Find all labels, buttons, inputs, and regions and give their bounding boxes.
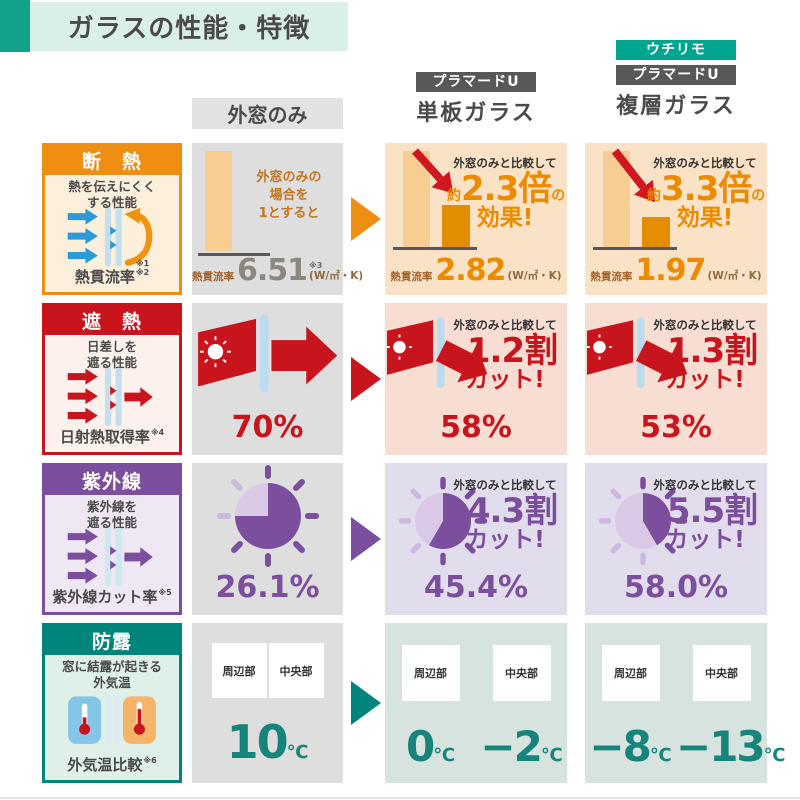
uv-single-cell: 外窓のみと比較して 約4.3割 カット! 45.4%	[385, 463, 567, 615]
zone-labels: 周辺部 中央部	[192, 643, 343, 698]
dew-double-cell: 周辺部 中央部 −8℃ −13℃	[585, 623, 786, 783]
row-metric: 外気温比較※6	[67, 756, 157, 774]
row-description: 紫外線を 遮る性能	[86, 499, 137, 531]
baseline-bar	[205, 151, 232, 251]
uv-double-cell: 外窓のみと比較して 約5.5割 カット! 58.0%	[585, 463, 767, 615]
shade-arrows-icon	[45, 366, 179, 428]
temperature-value-edge: 0℃	[405, 722, 456, 771]
value-percent: 26.1%	[215, 570, 320, 605]
value-percent: 70%	[231, 410, 304, 445]
value-percent: 58.0%	[623, 570, 729, 605]
footnote-mark: ※4	[150, 428, 165, 437]
axis-line	[593, 247, 677, 250]
insulation-double-cell: 外窓のみと比較して 約3.3倍の 効果! 熱貫流率 1.97 (W/㎡・K)	[585, 143, 767, 295]
red-diagonal-arrow-icon	[412, 148, 454, 194]
column-header-baseline: 外窓のみ	[192, 98, 343, 129]
temperature-value: 10℃	[226, 715, 309, 769]
zone-edge-label-box: 周辺部	[585, 645, 676, 701]
title-accent-block	[0, 0, 30, 52]
row-title: 遮 熱	[45, 306, 179, 335]
row-title: 断 熱	[45, 146, 179, 175]
sun-arrow-icon	[387, 317, 488, 389]
footnote-mark: ※5	[158, 588, 172, 597]
row-insulation: 断 熱 熱を伝えにくく する性能 熱貫流率※1 ※	[0, 143, 800, 295]
row-description: 熱を伝えにくく する性能	[68, 179, 156, 211]
sun-arrow-icon	[587, 317, 688, 389]
footnote-mark: ※1 ※2	[135, 258, 150, 277]
row-metric: 熱貫流率※1 ※2	[74, 258, 150, 286]
plamado-u-badge: プラマードU	[416, 72, 536, 92]
row-uv: 紫外線 紫外線を 遮る性能 紫外線カット率※5	[0, 463, 800, 615]
row-title: 紫外線	[45, 466, 179, 495]
comparison-text: 外窓のみと比較して 約4.3割 カット!	[452, 478, 558, 553]
row-description: 日差しを 遮る性能	[86, 339, 137, 371]
flow-arrow-icon	[351, 197, 381, 241]
baseline-note: 外窓のみの 場合を 1とすると	[256, 170, 322, 222]
shade-double-cell: 外窓のみと比較して 約1.3割 カット! 53%	[585, 303, 767, 455]
insulation-arrows-icon	[45, 206, 179, 268]
comparison-text: 外窓のみと比較して 約3.3倍の 効果!	[647, 156, 766, 231]
row-metric: 紫外線カット率※5	[52, 588, 172, 606]
column-header-double: ウチリモ プラマードU 複層ガラス	[585, 40, 767, 120]
axis-line	[393, 247, 477, 250]
dew-label-box: 防露 窓に結露が起きる 外気温 外気温比較※6	[42, 623, 182, 783]
value-percent: 58%	[440, 410, 512, 445]
zone-center-label-box: 中央部	[476, 645, 567, 701]
footnote-mark: ※3	[309, 261, 323, 270]
zone-center-label-box: 中央部	[676, 645, 767, 701]
dew-single-cell: 周辺部 中央部 0℃ −2℃	[385, 623, 567, 783]
metric-readout: 熱貫流率 6.51 ※3 (W/㎡・K)	[192, 253, 364, 288]
uv-arrows-icon	[45, 526, 179, 588]
shade-single-cell: 外窓のみと比較して 約1.2割 カット! 58%	[385, 303, 567, 455]
shade-baseline-cell: 70%	[192, 303, 343, 455]
zone-edge-label-box: 周辺部	[385, 645, 476, 701]
bottom-divider	[0, 797, 800, 799]
temperature-value-center: −13℃	[676, 722, 786, 771]
temperature-value-center: −2℃	[480, 722, 563, 771]
dew-baseline-cell: 周辺部 中央部 10℃	[192, 623, 343, 783]
row-shade: 遮 熱 日差しを 遮る性能 日射熱取得率※4	[0, 303, 800, 455]
temperature-value-edge: −8℃	[589, 722, 672, 771]
sun-arrow-icon	[198, 315, 338, 393]
row-description: 窓に結露が起きる 外気温	[62, 659, 162, 691]
comparison-text: 外窓のみと比較して 約5.5割 カット!	[652, 478, 758, 553]
flow-arrow-icon	[351, 357, 381, 401]
comparison-text: 外窓のみと比較して 約1.2割 カット!	[452, 318, 558, 393]
plamado-u-badge: プラマードU	[616, 65, 736, 85]
uv-label-box: 紫外線 紫外線を 遮る性能 紫外線カット率※5	[42, 463, 182, 615]
flow-arrow-icon	[351, 681, 381, 725]
result-bar	[642, 217, 670, 247]
pie-sun-icon	[398, 476, 488, 566]
uchirimo-badge: ウチリモ	[616, 40, 736, 60]
insulation-label-box: 断 熱 熱を伝えにくく する性能 熱貫流率※1 ※	[42, 143, 182, 295]
double-glass-label: 複層ガラス	[616, 94, 736, 119]
pie-sun-icon	[598, 476, 688, 566]
red-diagonal-arrow-icon	[611, 148, 656, 203]
value-percent: 45.4%	[423, 570, 529, 605]
shade-label-box: 遮 熱 日差しを 遮る性能 日射熱取得率※4	[42, 303, 182, 455]
page-title: ガラスの性能・特徴	[30, 2, 348, 51]
zone-edge-label: 周辺部	[211, 643, 267, 698]
row-dew: 防露 窓に結露が起きる 外気温 外気温比較※6	[0, 623, 800, 783]
zone-center-label: 中央部	[268, 643, 324, 698]
column-header-single: プラマードU 単板ガラス	[385, 72, 567, 127]
result-bar	[442, 205, 470, 247]
comparison-text: 外窓のみと比較して 約2.3倍の 効果!	[447, 156, 566, 231]
metric-readout: 熱貫流率 2.82 (W/㎡・K)	[390, 253, 562, 288]
axis-line	[198, 253, 270, 256]
comparison-text: 外窓のみと比較して 約1.3割 カット!	[652, 318, 758, 393]
single-glass-label: 単板ガラス	[416, 101, 536, 126]
row-title: 防露	[45, 626, 179, 655]
insulation-baseline-cell: 外窓のみの 場合を 1とすると 熱貫流率 6.51 ※3 (W/㎡・K)	[192, 143, 364, 295]
thermometer-icon	[45, 690, 179, 752]
footnote-mark: ※6	[143, 756, 157, 765]
row-metric: 日射熱取得率※4	[59, 428, 165, 446]
metric-readout: 熱貫流率 1.97 (W/㎡・K)	[590, 253, 762, 288]
flow-arrow-icon	[351, 517, 381, 561]
pie-sun-icon	[217, 465, 319, 567]
value-percent: 53%	[640, 410, 712, 445]
insulation-single-cell: 外窓のみと比較して 約2.3倍の 効果! 熱貫流率 2.82 (W/㎡・K)	[385, 143, 567, 295]
uv-baseline-cell: 26.1%	[192, 463, 343, 615]
